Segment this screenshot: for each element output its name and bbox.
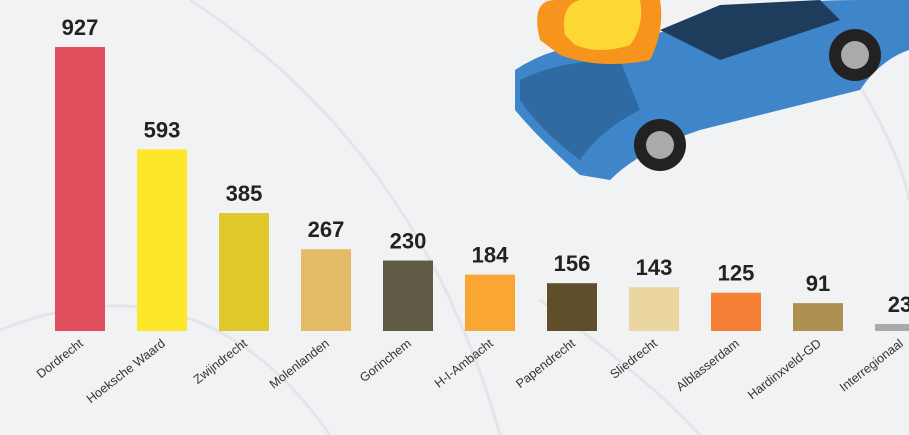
value-label: 230: [390, 229, 427, 254]
bar: [547, 283, 597, 331]
bar: [629, 287, 679, 331]
value-label: 23: [888, 292, 909, 317]
value-label: 593: [144, 117, 181, 142]
value-label: 927: [62, 15, 99, 40]
value-label: 156: [554, 251, 591, 276]
value-label: 385: [226, 181, 263, 206]
bar: [465, 274, 515, 331]
bar: [55, 47, 105, 331]
bar: [875, 323, 909, 331]
value-label: 184: [472, 243, 509, 268]
bar: [301, 249, 351, 331]
bar: [219, 213, 269, 331]
value-label: 143: [636, 255, 673, 280]
bar: [711, 292, 761, 331]
bar: [137, 149, 187, 331]
value-label: 91: [806, 271, 830, 296]
value-label: 125: [718, 261, 755, 286]
decor-arc: [189, 0, 502, 435]
car-illustration: [515, 0, 909, 180]
bar: [383, 260, 433, 331]
value-label: 267: [308, 217, 345, 242]
bar: [793, 303, 843, 331]
